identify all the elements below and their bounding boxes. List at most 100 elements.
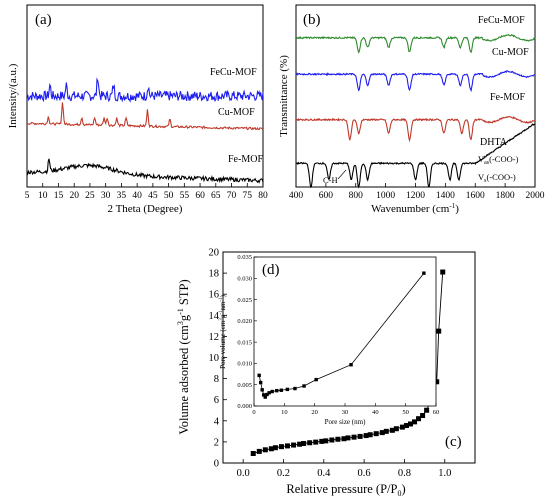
pore-inset-x-tick-label: 30	[342, 409, 349, 416]
isotherm-point	[297, 441, 303, 447]
isotherm-y-tick-label: 16	[209, 290, 220, 301]
xrd-x-tick-label: 5	[25, 191, 30, 201]
isotherm-point	[357, 433, 363, 439]
xrd-x-tick-label: 80	[258, 191, 268, 201]
xrd-x-tick-label: 15	[54, 191, 64, 201]
isotherm-y-tick-label: 8	[214, 374, 219, 385]
xrd-x-tick-label: 60	[195, 191, 205, 201]
pore-inset-y-tick-label: 0.010	[237, 361, 252, 368]
isotherm-y-tick-label: 20	[209, 248, 220, 259]
isotherm-point	[329, 437, 335, 443]
xrd-series-label-cu: Cu-MOF	[218, 107, 255, 118]
xrd-x-tick-label: 20	[69, 191, 79, 201]
isotherm-y-tick-label: 6	[214, 395, 219, 406]
isotherm-point	[345, 435, 351, 441]
isotherm-y-tick-label: 12	[209, 332, 220, 343]
pore-inset-point	[275, 388, 279, 393]
pore-inset-x-tick-label: 10	[281, 409, 288, 416]
isotherm-point	[285, 443, 291, 449]
ftir-annotation-vas: Vas(-COO-)	[478, 154, 519, 166]
ftir-y-axis-label: Transmittance (%)	[278, 55, 290, 137]
isotherm-y-tick-label: 18	[209, 269, 220, 280]
pore-inset-x-axis-label: Pore size (nm)	[325, 418, 366, 426]
ftir-series-line-fecu-mof	[295, 33, 536, 54]
isotherm-panel-label: (c)	[445, 434, 462, 450]
pore-inset-point	[293, 386, 297, 391]
xrd-x-tick-label: 45	[148, 191, 158, 201]
xrd-y-axis-label: Intensity/(a.u.)	[7, 63, 19, 128]
pore-inset-y-tick-label: 0.005	[237, 382, 252, 389]
isotherm-point	[393, 426, 399, 432]
ftir-x-tick-label: 1800	[496, 191, 515, 201]
isotherm-point	[250, 451, 256, 457]
pore-inset-frame	[253, 256, 437, 407]
isotherm-y-tick-label: 4	[214, 416, 220, 427]
isotherm-point	[440, 269, 446, 275]
xrd-x-axis-label: 2 Theta (Degree)	[108, 203, 183, 215]
isotherm-point	[434, 379, 440, 385]
isotherm-point	[363, 433, 369, 439]
isotherm-point	[278, 444, 284, 450]
xrd-x-tick-label: 65	[211, 191, 221, 201]
pore-inset-point	[422, 271, 426, 275]
pore-inset-point	[267, 391, 271, 395]
xrd-x-tick-label: 30	[101, 191, 111, 201]
isotherm-x-tick-label: 0.0	[237, 468, 250, 479]
pore-inset-point	[314, 377, 318, 382]
isotherm-x-tick-label: 0.4	[317, 468, 331, 479]
xrd-x-tick-label: 55	[180, 191, 190, 201]
xrd-x-tick-label: 35	[117, 191, 127, 201]
xrd-series-line-fecu-mof	[26, 77, 264, 103]
pore-inset-point	[263, 395, 267, 399]
pore-inset-point	[279, 388, 283, 392]
isotherm-y-axis-label: Volume adsorbed (cm3g-1 STP)	[176, 279, 191, 434]
isotherm-point	[416, 416, 422, 422]
xrd-series-label-fecu: FeCu-MOF	[210, 67, 257, 78]
isotherm-point	[407, 421, 413, 427]
isotherm-point	[420, 413, 426, 419]
isotherm-x-tick-label: 1.0	[438, 468, 451, 479]
xrd-x-tick-label: 25	[85, 191, 95, 201]
ftir-x-tick-label: 2000	[526, 191, 545, 201]
pore-inset-y-tick-label: 0.035	[237, 254, 252, 261]
pore-inset-point	[265, 392, 269, 397]
ftir-series-label-fe: Fe-MOF	[490, 92, 525, 103]
isotherm-point	[383, 428, 389, 434]
ftir-x-axis-label: Wavenumber (cm-1)	[371, 202, 459, 215]
pore-inset-line	[258, 272, 425, 398]
ftir-series-label-cu: Cu-MOF	[492, 47, 529, 58]
isotherm-point	[256, 448, 262, 454]
pore-inset-x-tick-label: 50	[402, 409, 409, 416]
isotherm-x-tick-label: 0.8	[398, 468, 411, 479]
ftir-x-tick-label: 1000	[376, 191, 395, 201]
ftir-annotation-ch-arrow	[337, 169, 347, 180]
isotherm-y-tick-label: 0	[214, 459, 219, 470]
ftir-series-line-dhta	[295, 123, 536, 189]
pore-inset-x-tick-label: 20	[311, 409, 318, 416]
isotherm-point	[399, 424, 405, 430]
isotherm-y-tick-label: 2	[214, 437, 219, 448]
pore-inset-point	[257, 373, 261, 378]
ftir-series-label-fecu: FeCu-MOF	[478, 15, 525, 26]
isotherm-point	[367, 432, 373, 438]
pore-inset-x-tick-label: 40	[372, 409, 379, 416]
ftir-x-tick-label: 600	[319, 191, 334, 201]
xrd-series-line-fe-mof	[26, 158, 264, 184]
ftir-annotation-ch: C-H	[323, 175, 338, 185]
ftir-x-tick-label: 800	[349, 191, 364, 201]
pore-inset-x-tick-label: 60	[433, 409, 440, 416]
isotherm-point	[262, 447, 268, 453]
isotherm-x-axis-label: Relative pressure (P/P0)	[286, 482, 405, 498]
isotherm-point	[424, 407, 430, 413]
isotherm-point	[319, 438, 325, 444]
xrd-x-tick-label: 40	[132, 191, 142, 201]
xrd-x-tick-label: 75	[243, 191, 253, 201]
xrd-x-tick-label: 10	[38, 191, 48, 201]
isotherm-x-tick-label: 0.6	[358, 468, 371, 479]
ftir-x-tick-label: 1400	[436, 191, 455, 201]
isotherm-point	[307, 440, 313, 446]
isotherm-point	[389, 427, 395, 433]
isotherm-point	[436, 328, 442, 334]
